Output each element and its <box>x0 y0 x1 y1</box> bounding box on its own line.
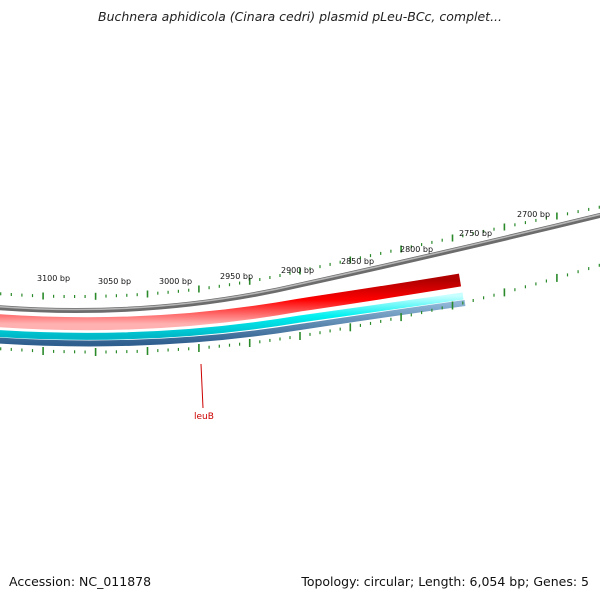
ruler-label-3000: 3000 bp <box>159 277 192 286</box>
ruler-label-2750: 2750 bp <box>459 229 492 238</box>
ruler-inner-ticks <box>0 263 600 356</box>
ruler-outer-ticks <box>0 205 600 300</box>
feature-band-cyan[interactable] <box>0 292 464 340</box>
gene-leuB-callout-line <box>200 363 204 409</box>
feature-band-steel[interactable] <box>0 300 466 347</box>
gene-leuB-label[interactable]: leuB <box>194 412 214 422</box>
ruler-label-3050: 3050 bp <box>98 277 131 286</box>
ruler-label-2850: 2850 bp <box>341 257 374 266</box>
ruler-label-2950: 2950 bp <box>220 272 253 281</box>
map-title: Buchnera aphidicola (Cinara cedri) plasm… <box>98 9 502 24</box>
ruler-label-3100: 3100 bp <box>37 274 70 283</box>
topology-summary: Topology: circular; Length: 6,054 bp; Ge… <box>301 574 589 589</box>
backbone-ring <box>0 212 600 314</box>
backbone-highlight <box>0 213 600 311</box>
ruler-label-2800: 2800 bp <box>400 245 433 254</box>
gene-leuB-forward[interactable] <box>0 273 462 331</box>
accession-label: Accession: NC_011878 <box>9 574 152 589</box>
ruler-label-2900: 2900 bp <box>281 266 314 275</box>
ruler-label-2700: 2700 bp <box>517 210 550 219</box>
